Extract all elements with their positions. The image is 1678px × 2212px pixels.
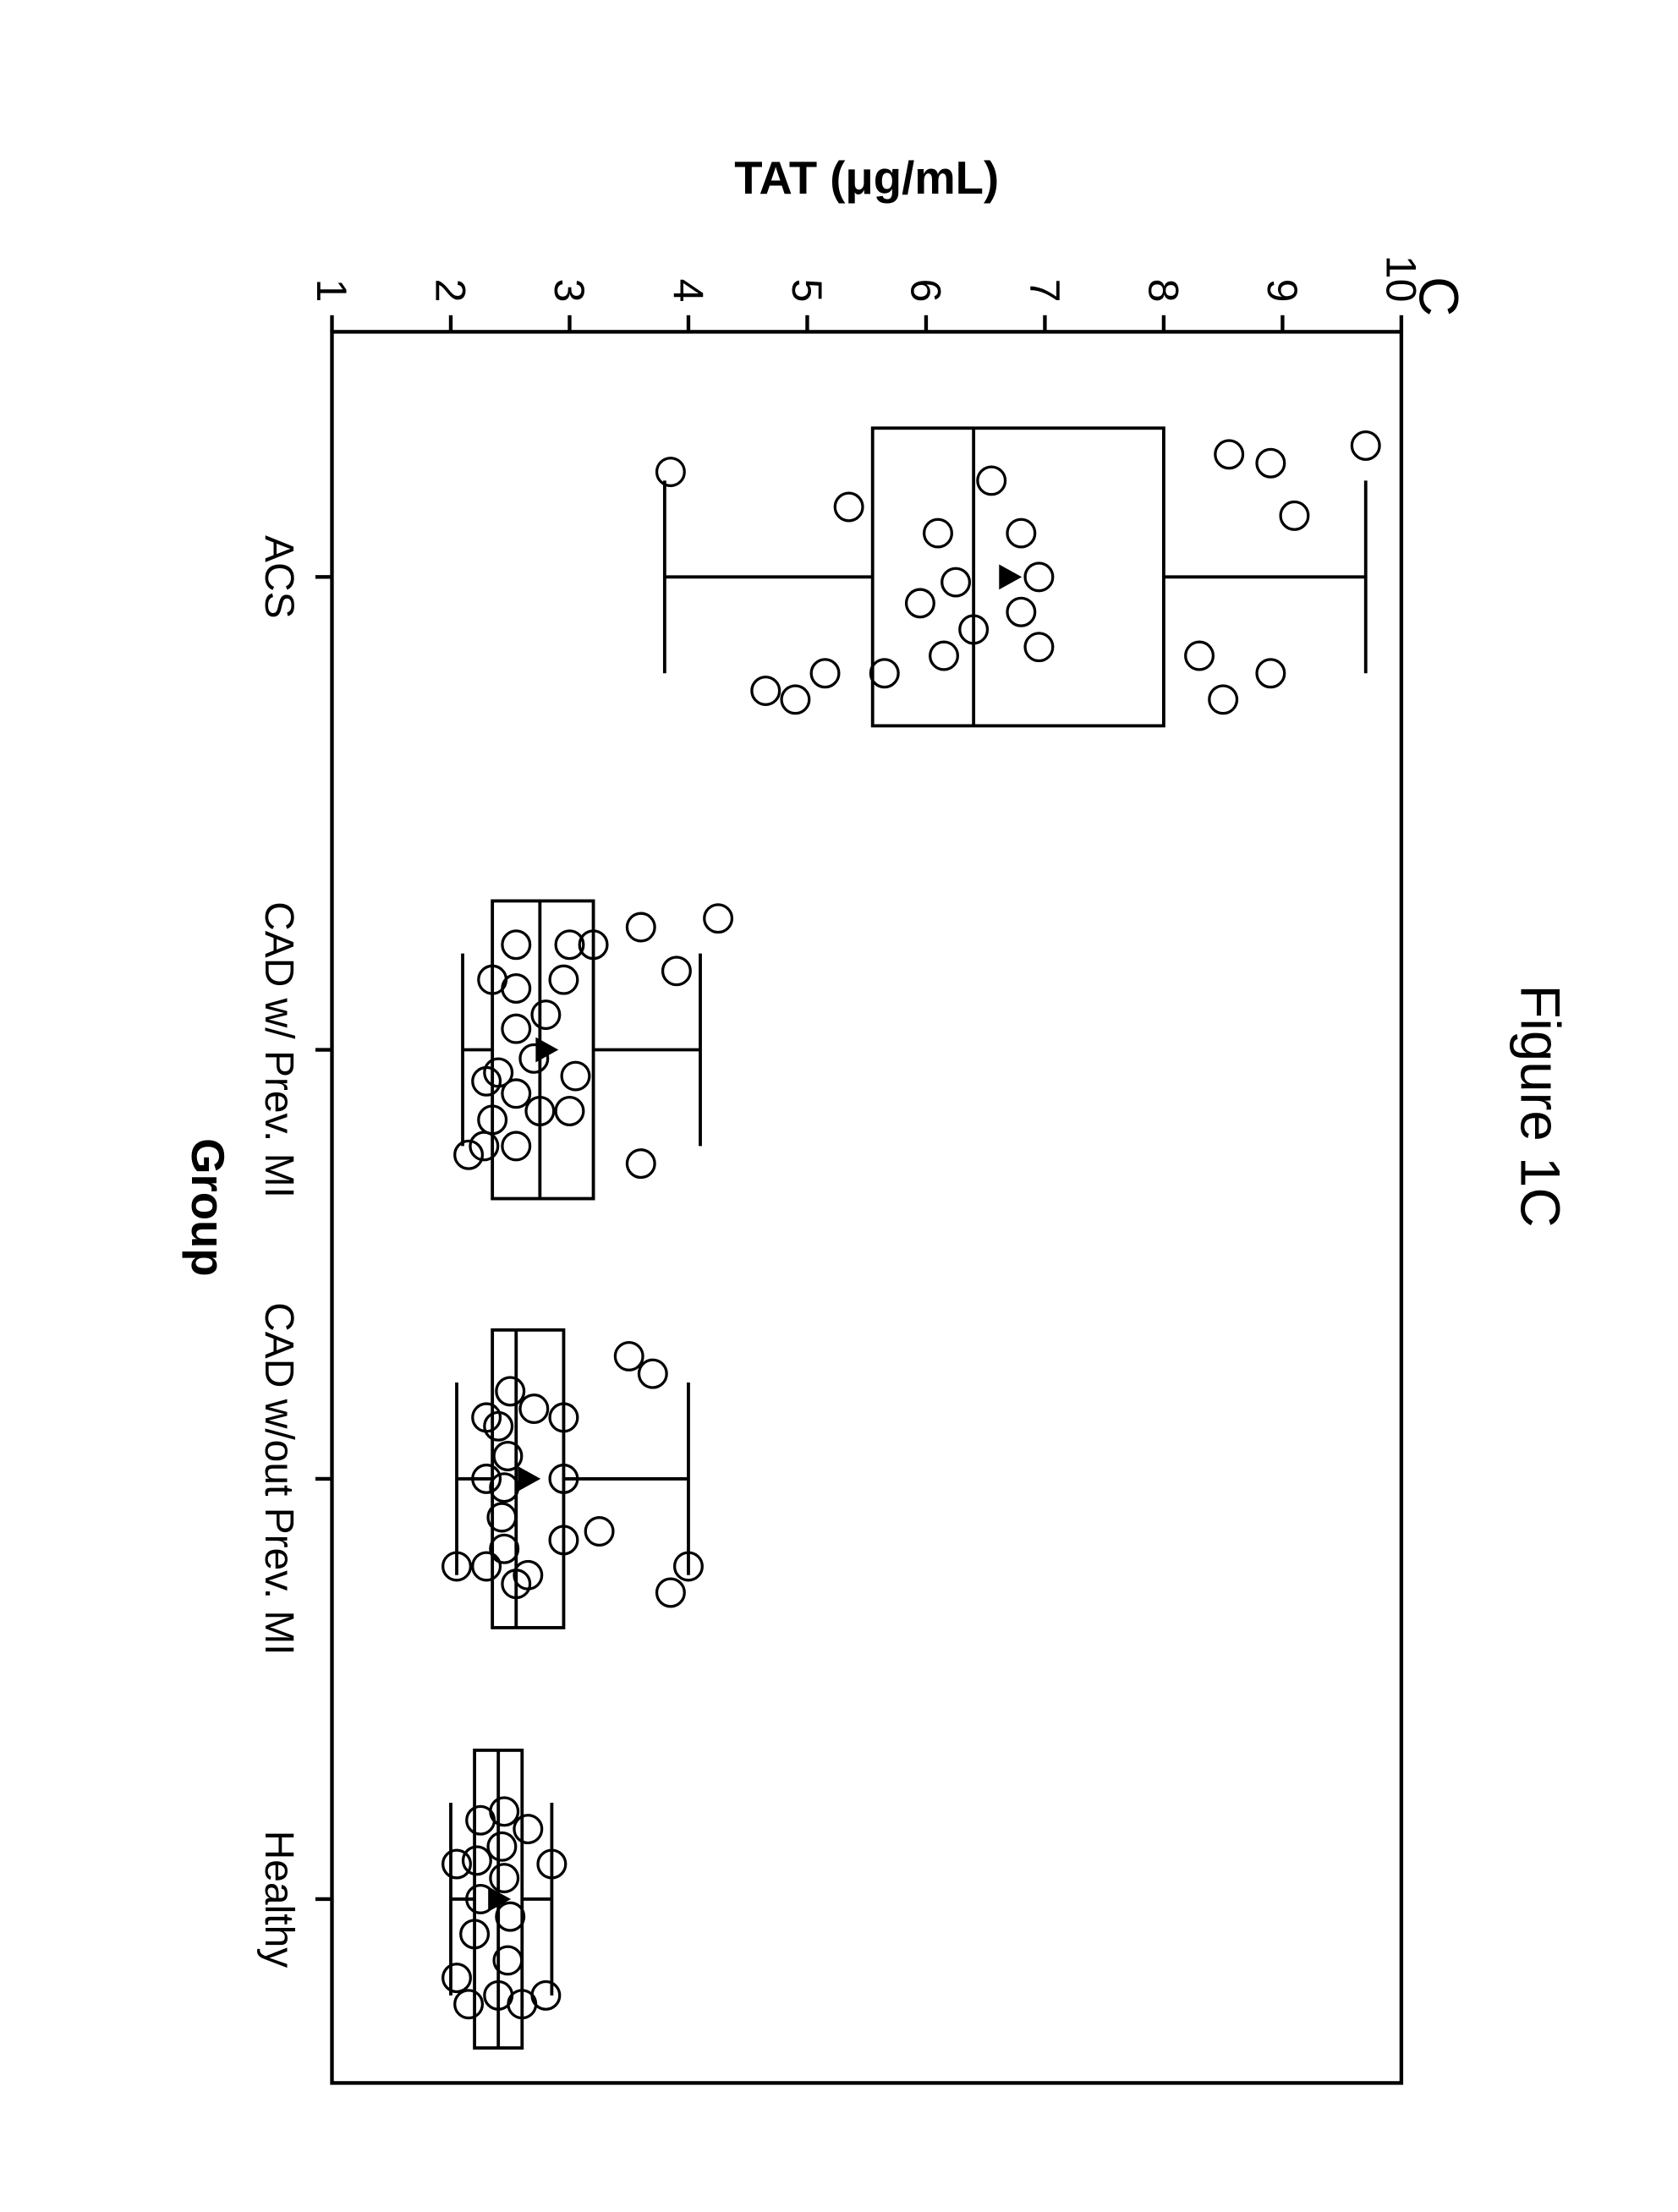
y-tick-label: 10 [1377,255,1424,303]
x-tick-label: ACS [256,535,301,619]
y-tick-label: 6 [902,279,949,303]
y-tick-label: 7 [1021,279,1068,303]
y-tick-label: 8 [1139,279,1187,303]
y-axis-label: TAT (μg/mL) [734,152,999,204]
figure-1c-wrap: Figure 1CC12345678910TAT (μg/mL)ACSCAD w… [0,0,1678,2212]
y-tick-label: 5 [783,279,831,303]
y-tick-label: 3 [546,279,593,303]
chart-svg: Figure 1CC12345678910TAT (μg/mL)ACSCAD w… [0,0,1678,2212]
y-tick-label: 9 [1258,279,1306,303]
figure-title: Figure 1C [1510,984,1571,1227]
y-tick-label: 4 [664,279,711,303]
y-tick-label: 2 [426,279,474,303]
x-axis-label: Group [182,1138,233,1276]
y-tick-label: 1 [308,279,355,303]
x-tick-label: CAD w/ Prev. MI [256,901,301,1198]
x-tick-label: Healthy [256,1831,301,1968]
x-tick-label: CAD w/out Prev. MI [256,1302,301,1655]
